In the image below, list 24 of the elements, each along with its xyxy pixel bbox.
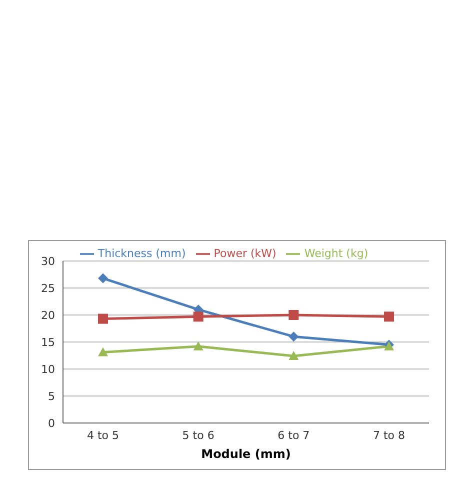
point: [193, 312, 204, 322]
y-tick-label: 15: [41, 336, 55, 349]
y-tick-label: 20: [41, 308, 55, 322]
point: [193, 341, 204, 350]
legend-label: Weight (kg): [304, 247, 368, 260]
point: [98, 314, 108, 324]
point: [384, 312, 394, 322]
y-tick-label: 0: [48, 416, 55, 430]
x-tick-label: 5 to 6: [182, 428, 214, 442]
x-axis-title: Module (mm): [201, 447, 291, 461]
y-tick-label: 5: [48, 390, 55, 403]
legend-label: Thickness (mm): [98, 247, 186, 260]
y-tick-label: 30: [41, 254, 55, 268]
y-tick-label: 10: [41, 362, 55, 376]
x-tick-label: 7 to 8: [372, 428, 406, 442]
x-tick-label: 4 to 5: [86, 428, 120, 442]
x-tick-label: 6 to 7: [278, 428, 310, 442]
point: [98, 273, 108, 284]
point: [288, 310, 299, 320]
point: [288, 351, 299, 360]
legend-label: Power (kW): [214, 247, 276, 260]
point: [98, 347, 108, 356]
y-tick-label: 25: [41, 282, 55, 295]
point: [288, 332, 299, 342]
